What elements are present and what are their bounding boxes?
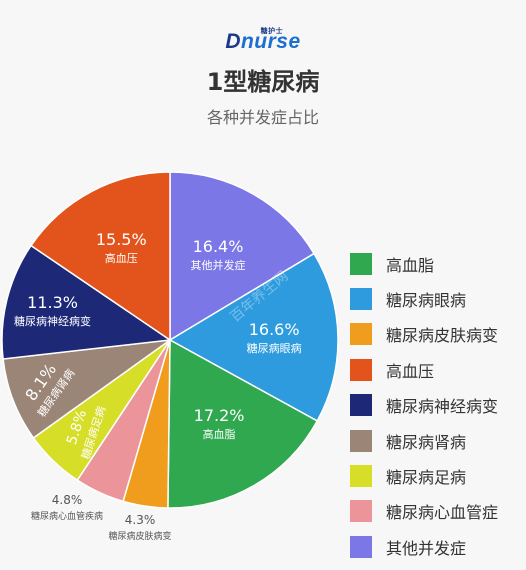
slice-value-label: 4.8% xyxy=(52,493,83,507)
slice-label: 15.5% 高血压 xyxy=(96,230,147,265)
legend-swatch xyxy=(350,535,372,558)
slice-category-label: 糖尿病皮肤病变 xyxy=(108,530,171,542)
slice-value-label: 16.4% xyxy=(193,237,244,256)
legend-swatch xyxy=(350,358,372,381)
legend-label: 糖尿病心血管症 xyxy=(386,503,499,523)
legend-label: 糖尿病神经病变 xyxy=(386,397,499,417)
legend-label: 糖尿病肾病 xyxy=(386,432,467,452)
legend-swatch xyxy=(350,465,372,488)
legend-item: 糖尿病神经病变 xyxy=(350,388,526,423)
chart-legend: 高血脂糖尿病眼病糖尿病皮肤病变 高血压糖尿病神经病变 糖尿病肾病糖尿病足病糖尿病心血… xyxy=(350,246,526,565)
legend-swatch xyxy=(350,288,372,311)
legend-label: 糖尿病眼病 xyxy=(386,291,467,311)
logo-small-text: 糖护士 xyxy=(260,28,284,35)
legend-swatch xyxy=(350,500,372,523)
pie-slice xyxy=(168,252,339,422)
slice-value-label: 16.6% xyxy=(249,320,300,339)
legend-item: 糖尿病足病 xyxy=(350,458,526,493)
legend-item: 其他并发症 xyxy=(350,529,526,564)
slice-value-label: 17.2% xyxy=(194,406,245,425)
legend-item: 糖尿病眼病 xyxy=(350,281,526,316)
slice-category-label: 糖尿病神经病变 xyxy=(14,314,91,328)
chart-title: 1型糖尿病 xyxy=(206,68,320,96)
legend-label: 高血脂 xyxy=(386,255,435,275)
slice-category-label: 高血压 xyxy=(105,251,138,265)
slice-category-label: 糖尿病眼病 xyxy=(247,341,302,355)
brand-logo: Dnurse 糖护士 xyxy=(0,28,526,54)
slice-label: 11.3% 糖尿病神经病变 xyxy=(14,293,91,328)
slice-label: 16.6% 糖尿病眼病 xyxy=(247,320,302,355)
slice-label: 17.2% 高血脂 xyxy=(194,406,245,441)
slice-value-label: 11.3% xyxy=(27,293,78,312)
pie-slice xyxy=(169,171,316,342)
slice-value-label: 4.3% xyxy=(125,513,156,527)
pie-slice xyxy=(1,244,173,360)
legend-item: 糖尿病心血管症 xyxy=(350,494,526,529)
legend-item: 高血压 xyxy=(350,352,526,387)
legend-item: 糖尿病皮肤病变 xyxy=(350,317,526,352)
legend-label: 其他并发症 xyxy=(386,538,467,558)
legend-item: 高血脂 xyxy=(350,246,526,281)
legend-swatch xyxy=(350,323,372,346)
slice-value-label: 15.5% xyxy=(96,230,147,249)
legend-swatch xyxy=(350,252,372,275)
legend-label: 糖尿病皮肤病变 xyxy=(386,326,499,346)
slice-category-label: 其他并发症 xyxy=(191,258,246,272)
pie-slice xyxy=(30,171,171,342)
pie-slice xyxy=(167,338,319,509)
slice-label: 16.4% 其他并发症 xyxy=(191,237,246,272)
slice-category-label: 糖尿病心血管疾病 xyxy=(31,510,103,522)
slice-label: 4.8% 糖尿病心血管疾病 xyxy=(31,493,103,522)
legend-item: 糖尿病肾病 xyxy=(350,423,526,458)
legend-swatch xyxy=(350,429,372,452)
logo-letter: D xyxy=(225,30,241,53)
slice-category-label: 高血脂 xyxy=(203,427,236,441)
slice-label: 4.3% 糖尿病皮肤病变 xyxy=(108,513,171,542)
legend-label: 高血压 xyxy=(386,361,435,381)
legend-swatch xyxy=(350,394,372,417)
legend-label: 糖尿病足病 xyxy=(386,468,467,488)
chart-subtitle: 各种并发症占比 xyxy=(206,108,319,127)
logo-word: nurse xyxy=(240,30,301,53)
